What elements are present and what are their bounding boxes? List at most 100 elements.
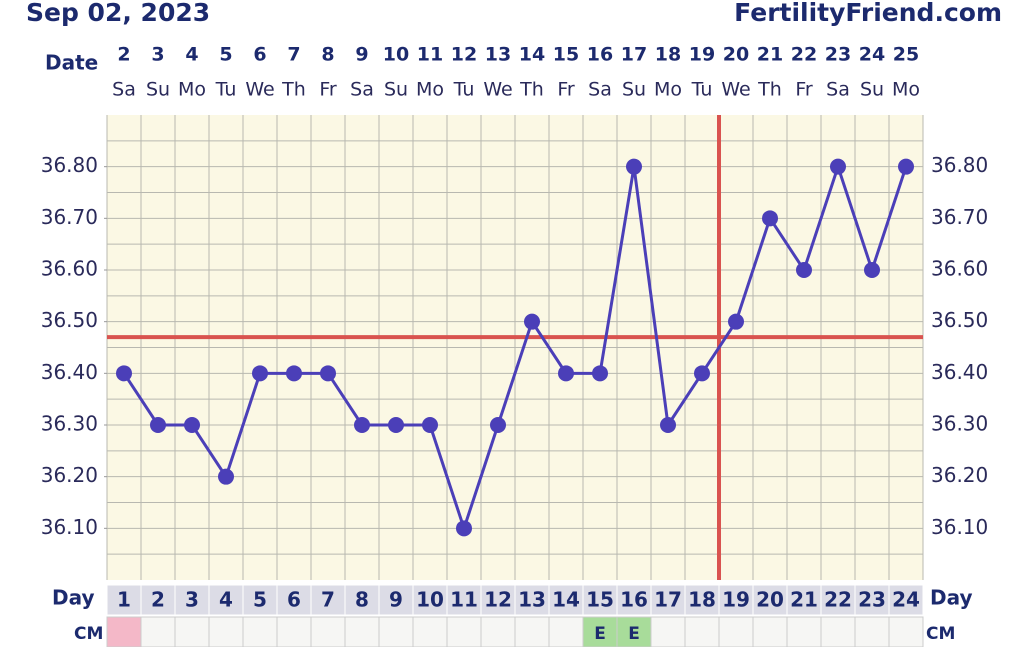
day-label: 16: [620, 588, 648, 612]
cm-value: E: [628, 624, 640, 644]
cm-cell: [412, 616, 448, 647]
cm-cell: [106, 616, 142, 647]
y-tick-label: 36.10: [41, 515, 98, 539]
weekday-label: Sa: [350, 79, 374, 101]
day-label: 19: [722, 588, 750, 612]
temp-point: [354, 417, 370, 433]
temp-point: [592, 365, 608, 382]
day-cell: [276, 584, 312, 616]
day-label: 11: [450, 588, 478, 612]
temp-point: [116, 365, 132, 382]
weekday-label: Mo: [654, 79, 682, 101]
brand: FertilityFriend.com: [734, 0, 1002, 27]
day-label: 10: [416, 588, 444, 612]
temp-point: [898, 158, 914, 175]
cm-label-right: CM: [926, 624, 955, 644]
weekday-label: Tu: [453, 79, 475, 101]
cm-cell: [854, 616, 890, 647]
y-tick-label: 36.50: [41, 308, 98, 332]
day-cell: [820, 584, 856, 616]
day-label: 6: [287, 588, 301, 612]
date-label: 17: [621, 44, 647, 66]
day-cell: [310, 584, 346, 616]
chart-title: Sep 02, 2023: [26, 0, 210, 27]
day-cell: [208, 584, 244, 616]
weekday-label: Fr: [795, 79, 813, 101]
weekday-label: Sa: [112, 79, 136, 101]
date-label: 19: [689, 44, 715, 66]
y-tick-label-right: 36.40: [931, 360, 988, 384]
date-label: 4: [185, 44, 198, 66]
cm-cell: [514, 616, 550, 647]
day-label: 18: [688, 588, 716, 612]
weekday-label: Su: [146, 79, 170, 101]
day-cell: [480, 584, 516, 616]
day-cell: [684, 584, 720, 616]
y-tick-label-right: 36.10: [931, 515, 988, 539]
y-tick-label: 36.60: [41, 257, 98, 281]
temp-point: [320, 365, 336, 382]
temp-point: [762, 210, 778, 227]
weekday-label: Su: [384, 79, 408, 101]
day-cell: [888, 584, 924, 616]
y-tick-label-right: 36.30: [931, 412, 988, 436]
day-label-right: Day: [930, 586, 973, 610]
cm-cell: [276, 616, 312, 647]
cm-cell: [174, 616, 210, 647]
temp-point: [830, 158, 846, 175]
cm-cell: [582, 616, 618, 647]
temp-point: [524, 313, 540, 330]
day-label: 12: [484, 588, 512, 612]
date-label: 8: [321, 44, 334, 66]
day-label: Day: [52, 586, 95, 610]
date-label: 5: [219, 44, 232, 66]
weekday-label: Fr: [557, 79, 575, 101]
day-cell: [616, 584, 652, 616]
cm-cell: [888, 616, 924, 647]
weekday-label: Su: [622, 79, 646, 101]
temp-point: [388, 417, 404, 433]
y-tick-label-right: 36.50: [931, 308, 988, 332]
date-label: 7: [287, 44, 300, 66]
day-label: 15: [586, 588, 614, 612]
date-label: 12: [451, 44, 477, 66]
weekday-label: Su: [860, 79, 884, 101]
day-cell: [548, 584, 584, 616]
day-label: 22: [824, 588, 852, 612]
weekday-label: Sa: [826, 79, 850, 101]
temp-point: [728, 313, 744, 330]
day-label: 5: [253, 588, 267, 612]
temp-point: [626, 158, 642, 175]
cm-label: CM: [74, 624, 103, 644]
cm-cell: [208, 616, 244, 647]
cm-cell: [650, 616, 686, 647]
date-label: 15: [553, 44, 579, 66]
weekday-label: Mo: [416, 79, 444, 101]
temp-point: [694, 365, 710, 382]
temp-line: [122, 161, 908, 534]
date-label: 9: [355, 44, 368, 66]
temp-point: [184, 417, 200, 433]
y-tick-label: 36.30: [41, 412, 98, 436]
weekday-label: Mo: [178, 79, 206, 101]
cm-cell: [378, 616, 414, 647]
y-tick-label-right: 36.60: [931, 257, 988, 281]
date-label: 20: [723, 44, 749, 66]
weekday-label: We: [721, 79, 750, 101]
day-label: 8: [355, 588, 369, 612]
cm-cell: [684, 616, 720, 647]
date-label: 10: [383, 44, 409, 66]
temp-point: [286, 365, 302, 382]
weekday-label: Tu: [215, 79, 237, 101]
temp-point: [558, 365, 574, 382]
y-tick-label-right: 36.80: [931, 153, 988, 177]
temp-point: [422, 417, 438, 433]
day-label: 24: [892, 588, 920, 612]
weekday-label: We: [245, 79, 274, 101]
weekday-label: Th: [519, 79, 544, 101]
date-label: 22: [791, 44, 817, 66]
day-label: 4: [219, 588, 233, 612]
cm-cell: [140, 616, 176, 647]
day-cell: [378, 584, 414, 616]
